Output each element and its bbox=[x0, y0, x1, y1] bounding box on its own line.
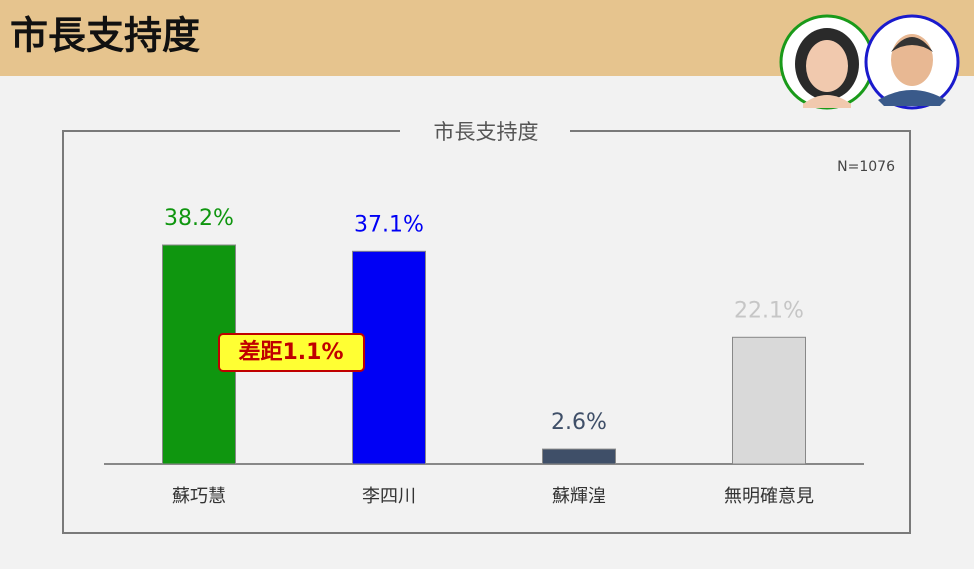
bar bbox=[542, 448, 616, 465]
x-tick-label: 蘇輝湟 bbox=[552, 486, 606, 507]
sample-note: N=1076 bbox=[837, 159, 895, 175]
chart-title: 市長支持度 bbox=[434, 120, 539, 144]
x-tick-label: 無明確意見 bbox=[724, 486, 814, 507]
value-label: 2.6% bbox=[551, 410, 607, 435]
header-title: 市長支持度 bbox=[10, 14, 200, 58]
bar bbox=[732, 336, 806, 465]
x-tick-label: 李四川 bbox=[362, 486, 416, 507]
x-tick-label: 蘇巧慧 bbox=[172, 486, 226, 507]
annotation: 差距1.1% bbox=[238, 339, 343, 365]
value-label: 22.1% bbox=[734, 298, 804, 323]
title-gap bbox=[400, 118, 570, 146]
portrait bbox=[864, 14, 960, 110]
value-label: 38.2% bbox=[164, 206, 234, 231]
value-label: 37.1% bbox=[354, 212, 424, 237]
portrait bbox=[779, 14, 875, 110]
annotation-box bbox=[218, 333, 365, 372]
